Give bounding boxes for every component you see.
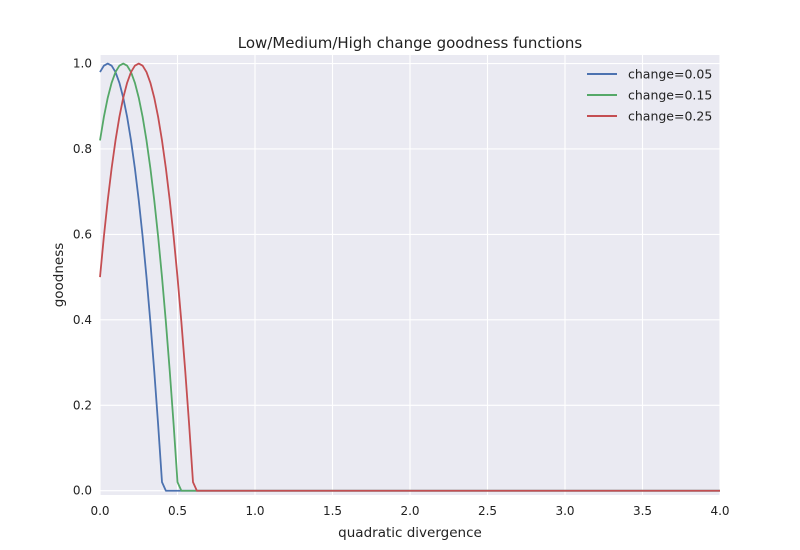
y-tick-label: 0.0: [73, 484, 92, 498]
x-tick-label: 2.0: [400, 504, 419, 518]
x-tick-label: 0.5: [168, 504, 187, 518]
series-line-3: [99, 62, 720, 492]
series-line-2: [99, 62, 720, 492]
x-tick-label: 3.0: [555, 504, 574, 518]
y-tick-label: 0.8: [73, 142, 92, 156]
x-tick-label: 0.0: [90, 504, 109, 518]
x-tick-label: 4.0: [710, 504, 729, 518]
x-tick-label: 2.5: [478, 504, 497, 518]
legend-entry: change=0.15: [628, 88, 712, 103]
series-lines: [99, 62, 720, 492]
x-tick-label: 1.5: [323, 504, 342, 518]
y-tick-label: 0.2: [73, 398, 92, 412]
y-tick-labels: 0.0 0.2 0.4 0.6 0.8 1.0: [73, 57, 92, 498]
y-tick-label: 1.0: [73, 57, 92, 71]
x-tick-label: 3.5: [633, 504, 652, 518]
x-tick-label: 1.0: [245, 504, 264, 518]
legend-entry: change=0.05: [628, 67, 712, 82]
legend: change=0.05 change=0.15 change=0.25: [587, 67, 712, 124]
legend-entry: change=0.25: [628, 109, 712, 124]
y-axis-label: goodness: [51, 243, 67, 308]
y-tick-label: 0.4: [73, 313, 92, 327]
x-tick-labels: 0.0 0.5 1.0 1.5 2.0 2.5 3.0 3.5 4.0: [90, 504, 729, 518]
chart-title: Low/Medium/High change goodness function…: [238, 34, 583, 52]
x-axis-label: quadratic divergence: [338, 525, 482, 541]
y-tick-label: 0.6: [73, 227, 92, 241]
